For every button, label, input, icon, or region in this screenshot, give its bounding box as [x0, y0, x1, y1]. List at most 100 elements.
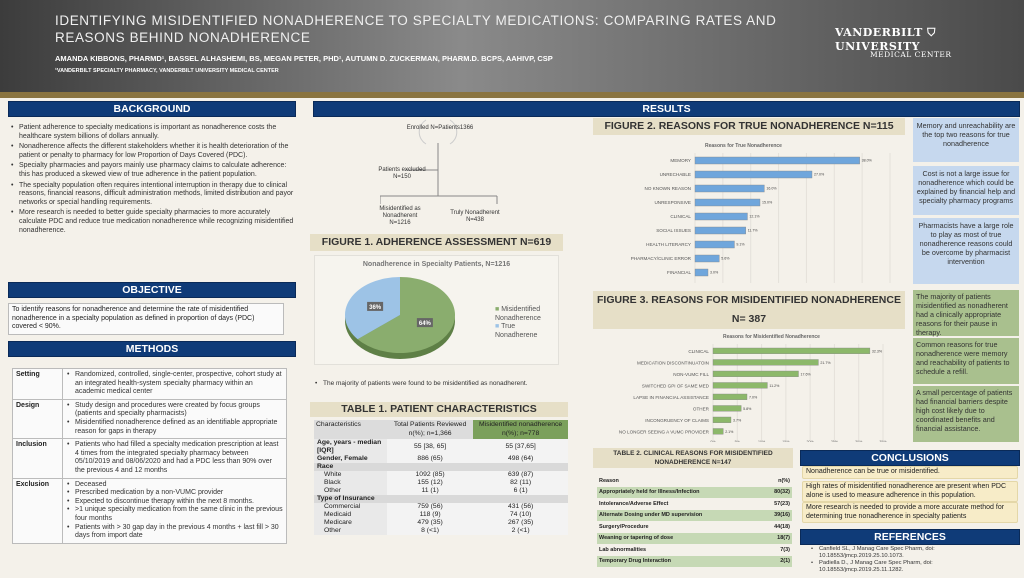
table1-characteristic: Medicaid	[314, 511, 387, 519]
bar-value: 5.6%	[721, 257, 730, 261]
table2-header: Reason	[599, 477, 619, 484]
legend-true: True Nonadherene	[495, 323, 538, 339]
bar-value: 27.0%	[814, 173, 825, 177]
table1-title: TABLE 1. PATIENT CHARACTERISTICS	[310, 402, 568, 417]
figure3-title: FIGURE 3. REASONS FOR MISIDENTIFIED NONA…	[593, 291, 905, 329]
background-bullet: More research is needed to better guide …	[10, 209, 294, 235]
note-green-3: A small percentage of patients had finan…	[913, 386, 1019, 442]
pie-label: 36%	[369, 305, 382, 311]
table1-row: White 1092 (85) 639 (87)	[314, 471, 568, 479]
table1-row: Type of Insurance	[314, 495, 568, 503]
bar-category: FINANCIAL	[667, 270, 691, 275]
bar-value: 9.1%	[736, 243, 745, 247]
note-blue-2: Cost is not a large issue for nonadheren…	[913, 166, 1019, 215]
methods-row: InclusionPatients who had filled a speci…	[12, 438, 287, 479]
background-bullet: Specialty pharmacies and payors mainly u…	[10, 162, 294, 179]
affiliation: ¹VANDERBILT SPECIALTY PHARMACY, VANDERBI…	[55, 68, 279, 74]
table2-reason: Alternate Dosing under MD supervision	[597, 509, 762, 521]
note-green-1: The majority of patients misidentified a…	[913, 290, 1019, 337]
x-tick: 20%	[807, 440, 815, 442]
methods-label: Design	[12, 398, 63, 440]
table2-row: Appropriately held for Illness/Infection…	[597, 486, 792, 498]
methods-table: SettingRandomized, controlled, single-ce…	[12, 368, 287, 544]
conclusion-3: More research is needed to provide a mor…	[802, 502, 1018, 524]
table1-header: Total Patients Reviewed n(%); n=1,366	[386, 420, 474, 439]
authors: AMANDA KIBBONS, PHARMD¹, BASSEL ALHASHEM…	[55, 54, 553, 63]
x-tick: 15%	[782, 440, 790, 442]
table2-reason: Intolerance/Adverse Effect	[599, 500, 669, 507]
bar	[694, 184, 765, 193]
table2-header: n(%)	[778, 477, 790, 484]
bar-category: MEMORY	[670, 158, 691, 163]
table1-characteristic: Black	[314, 479, 387, 487]
bar	[712, 382, 768, 389]
background-list: Patient adherence to specialty medicatio…	[10, 124, 294, 237]
bar-category: CLINICAL	[670, 214, 691, 219]
table1-misidentified: 639 (87)	[473, 471, 568, 479]
table1-characteristic: Type of Insurance	[314, 495, 387, 503]
flow-truly-nonadherent: Truly Nonadherent N=438	[450, 210, 500, 223]
methods-items: Randomized, controlled, single-center, p…	[66, 371, 283, 397]
bar	[694, 254, 720, 263]
references-list: Canfield SL, J Manag Care Spec Pharm, do…	[810, 546, 970, 574]
figure1-chart: Nonadherence in Specialty Patients, N=12…	[314, 255, 559, 365]
bar	[694, 212, 748, 221]
logo-subtitle: MEDICAL CENTER	[870, 50, 952, 59]
x-tick: 10%	[758, 440, 766, 442]
bar-value: 16.0%	[766, 187, 777, 191]
bar	[712, 370, 799, 377]
methods-item: Randomized, controlled, single-center, p…	[66, 371, 283, 397]
figure2-chart: Reasons for True Nonadherence MEMORY 38.0%…	[631, 143, 891, 283]
table1-characteristic: Other	[314, 487, 387, 495]
table2-row: Weaning or tapering of dose 18(7)	[597, 532, 792, 544]
table1-row: Other 11 (1) 6 (1)	[314, 487, 568, 495]
methods-items: Patients who had filled a specialty medi…	[66, 441, 283, 475]
table1-total: 155 (12)	[386, 479, 474, 487]
flow-enrolled: Enrolled N=Patients1366	[406, 125, 474, 131]
table1-misidentified: 498 (64)	[473, 455, 568, 463]
bar	[712, 428, 724, 435]
x-tick: 0%	[710, 440, 716, 442]
table2-value: 18(7)	[761, 532, 792, 544]
table1-header: Characteristics	[314, 420, 387, 439]
table1-total: 11 (1)	[386, 487, 474, 495]
table2-value: 57(23)	[774, 500, 790, 507]
pie-chart: 64% 36%	[345, 277, 455, 359]
table1-characteristic: Other	[314, 527, 387, 535]
note-blue-3: Pharmacists have a large role to play as…	[913, 218, 1019, 284]
figure1-notes: The majority of patients were found to b…	[314, 380, 574, 391]
methods-row: SettingRandomized, controlled, single-ce…	[12, 368, 287, 400]
bar	[694, 170, 813, 179]
table1-row: Age, years - median [IQR] 55 [38, 65] 55 […	[314, 439, 568, 455]
bar-value: 3.7%	[733, 419, 742, 423]
bar-value: 12.1%	[749, 215, 760, 219]
table2-row: Lab abnormalities 7(3)	[597, 544, 792, 556]
flowchart-lines	[380, 119, 498, 204]
table1-misidentified: 6 (1)	[473, 487, 568, 495]
bar-category: LAPSE IN FINANCIAL ASSISTANCE	[633, 395, 709, 400]
methods-items: DeceasedPrescribed medication by a non-V…	[66, 481, 283, 541]
pie-slice	[357, 277, 455, 353]
x-tick: 30%	[855, 440, 863, 442]
bar	[712, 393, 748, 400]
bar-category: NON-VUMC FILL	[673, 372, 709, 377]
methods-row: ExclusionDeceasedPrescribed medication b…	[12, 477, 287, 544]
conclusion-1: Nonadherence can be true or misidentifie…	[802, 466, 1018, 479]
poster-header	[0, 0, 1024, 92]
bar-category: UNRESPONSIVE	[654, 200, 691, 205]
methods-label: Exclusion	[12, 477, 63, 544]
bar-category: NO KNOWN REASON	[645, 186, 691, 191]
table1-misidentified: 267 (35)	[473, 519, 568, 527]
note-blue-1: Memory and unreachability are the top tw…	[913, 118, 1019, 162]
methods-item: >1 unique specialty medication from the …	[66, 506, 283, 523]
bar-value: 7.0%	[749, 396, 758, 400]
methods-item: Study design and procedures were created…	[66, 402, 283, 419]
table2-value: 80(32)	[761, 486, 792, 498]
table1-characteristic: Gender, Female	[314, 455, 387, 463]
table1-row: Gender, Female 886 (65) 498 (64)	[314, 455, 568, 463]
table2-row: Surgery/Procedure 44(18)	[597, 521, 792, 533]
chart-title: Reasons for True Nonadherence	[705, 143, 782, 149]
flow-misidentified: Misidentified as Nonadherent N=1216	[379, 206, 421, 226]
objective-heading: OBJECTIVE	[8, 282, 296, 298]
table1-misidentified: 431 (56)	[473, 503, 568, 511]
